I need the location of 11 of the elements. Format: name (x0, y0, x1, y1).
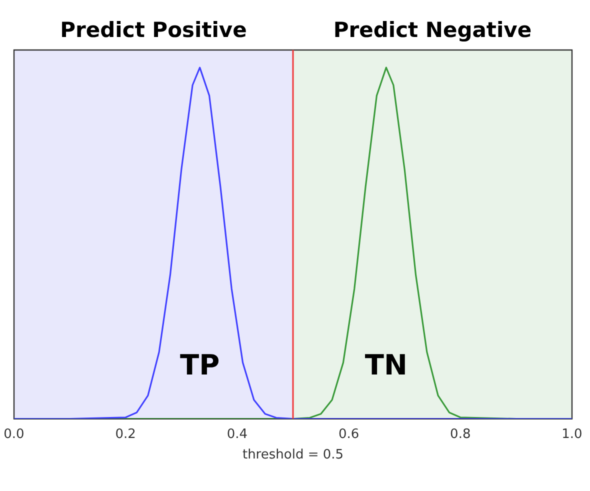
x-tick-label: 0.4 (226, 426, 248, 442)
band-label: Predict Negative (333, 18, 532, 42)
x-axis-title: threshold = 0.5 (242, 448, 344, 463)
x-tick-label: 0.2 (115, 426, 136, 442)
annotation: TN (364, 348, 408, 382)
x-tick-label: 0.6 (338, 426, 360, 442)
annotation: TP (180, 348, 220, 382)
band-label: Predict Positive (60, 18, 247, 42)
x-tick-label: 0.8 (450, 426, 471, 442)
x-tick-label: 0.0 (4, 426, 24, 442)
x-tick-label: 1.0 (562, 426, 582, 442)
